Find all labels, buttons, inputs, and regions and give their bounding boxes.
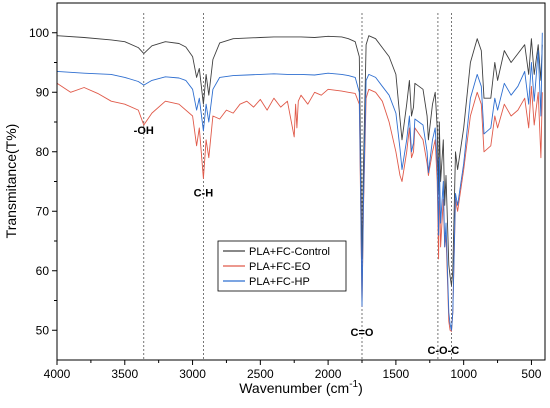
x-tick-label: 4000 — [44, 367, 71, 381]
x-tick-label: 3500 — [111, 367, 138, 381]
x-tick-label: 1500 — [383, 367, 410, 381]
annotation-label: C=O — [351, 327, 374, 339]
x-tick-label: 2500 — [247, 367, 274, 381]
legend-item-hp: PLA+FC-HP — [223, 276, 310, 288]
reference-lines — [143, 13, 452, 360]
legend-item-control: PLA+FC-Control — [223, 246, 330, 258]
legend-label-control: PLA+FC-Control — [249, 246, 330, 258]
annotation-label: -OH — [134, 125, 154, 137]
y-axis-title: Transmitance(T%) — [3, 124, 19, 239]
series-line-0 — [56, 35, 543, 287]
y-tick-label: 80 — [36, 145, 50, 159]
series-line-1 — [56, 82, 543, 332]
series-layer — [56, 32, 543, 332]
x-tick-label: 500 — [521, 367, 541, 381]
x-tick-label: 3000 — [179, 367, 206, 381]
annotations: -OH C-H C=O C-O-C — [134, 125, 460, 357]
x-axis: 4000 3500 3000 2500 2000 1500 1000 500 — [44, 360, 542, 381]
y-tick-label: 70 — [36, 204, 50, 218]
y-tick-label: 90 — [36, 85, 50, 99]
legend: PLA+FC-Control PLA+FC-EO PLA+FC-HP — [217, 240, 347, 292]
legend-item-eo: PLA+FC-EO — [223, 261, 311, 273]
legend-label-hp: PLA+FC-HP — [249, 276, 310, 288]
y-axis: 50 60 70 80 90 100 — [29, 26, 57, 337]
x-axis-title-sup: -1 — [349, 379, 358, 390]
y-tick-label: 100 — [29, 26, 49, 40]
y-tick-label: 60 — [36, 264, 50, 278]
annotation-label: C-O-C — [427, 345, 459, 357]
y-tick-label: 50 — [36, 323, 50, 337]
x-tick-label: 1000 — [450, 367, 477, 381]
x-axis-title-end: ) — [358, 380, 363, 396]
x-axis-title: Wavenumber (cm-1) — [239, 379, 363, 396]
x-tick-label: 2000 — [315, 367, 342, 381]
legend-label-eo: PLA+FC-EO — [249, 261, 311, 273]
series-line-2 — [56, 32, 543, 331]
annotation-label: C-H — [194, 187, 214, 199]
